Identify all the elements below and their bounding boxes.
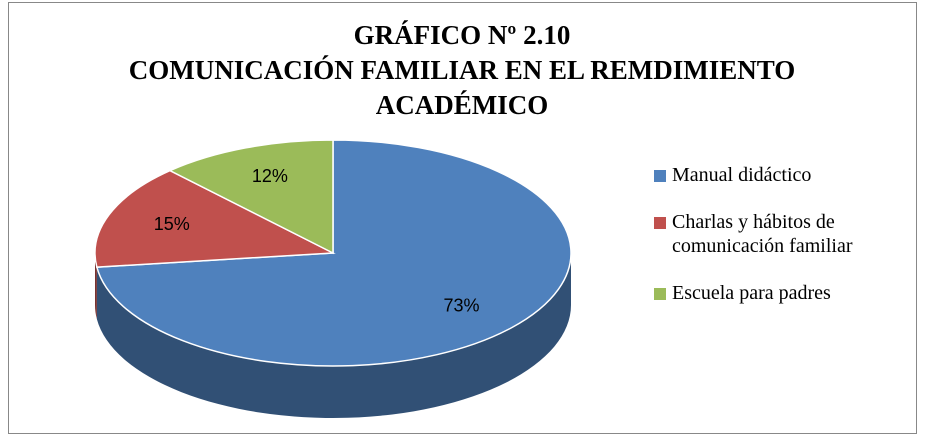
chart-title: COMUNICACIÓN FAMILIAR EN EL REMDIMIENTO — [129, 55, 796, 85]
pie-side — [96, 253, 571, 419]
pie-slice — [94, 169, 336, 268]
legend-item: Manual didáctico — [654, 163, 869, 187]
pie-slice — [168, 139, 334, 255]
legend-swatch — [654, 170, 666, 182]
legend-swatch — [654, 217, 666, 229]
legend-label: Manual didáctico — [672, 164, 812, 186]
chart-title: GRÁFICO Nº 2.10 — [354, 20, 571, 50]
legend-item: Charlas y hábitos de comunicación famili… — [654, 210, 869, 258]
data-label: 12% — [252, 166, 288, 186]
pie-side — [95, 253, 97, 320]
legend-label: Charlas y hábitos de comunicación famili… — [672, 211, 853, 257]
legend-swatch — [654, 288, 666, 300]
data-label: 73% — [444, 296, 480, 316]
legend-label: Escuela para padres — [672, 282, 831, 304]
legend: Manual didáctico Charlas y hábitos de com… — [654, 163, 869, 328]
data-label: 15% — [154, 214, 190, 234]
legend-item: Escuela para padres — [654, 281, 869, 305]
chart-title: ACADÉMICO — [376, 90, 549, 120]
